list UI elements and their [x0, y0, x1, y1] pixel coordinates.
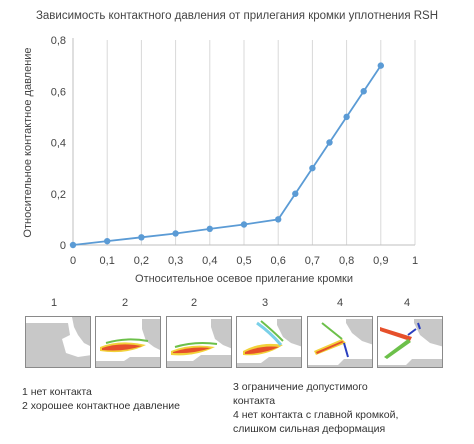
data-point: [69, 241, 77, 249]
seal-illustration: [96, 317, 160, 367]
x-tick-label: 0,2: [134, 255, 149, 267]
x-tick-label: 1: [412, 255, 418, 267]
seal-deformation-panel: [95, 316, 161, 368]
panel-label: 2: [190, 297, 198, 309]
x-tick-label: 0,5: [236, 255, 251, 267]
data-point: [172, 230, 179, 237]
seal-illustration: [26, 317, 90, 367]
panel-label: 4: [403, 297, 411, 309]
data-point: [240, 221, 248, 228]
data-point: [138, 234, 145, 241]
y-tick-label: 0,4: [51, 138, 66, 150]
y-tick-label: 0,6: [51, 86, 66, 98]
x-tick-label: 0,7: [305, 255, 320, 267]
y-axis-label: Относительное контактное давление: [22, 47, 34, 237]
x-tick-label: 0,4: [202, 255, 217, 267]
series-line: [72, 65, 382, 246]
data-point: [292, 190, 299, 197]
panel-label: 4: [336, 297, 344, 309]
data-point: [309, 164, 316, 172]
x-axis-label: Относительное осевое прилегание кромки: [135, 273, 353, 285]
legend-left: 1 нет контакта 2 хорошее контактное давл…: [22, 386, 180, 412]
data-point: [326, 139, 333, 146]
seal-deformation-panel: [236, 316, 302, 368]
legend-right: 3 ограничение допустимого контакта 4 нет…: [233, 381, 399, 435]
chart-title: Зависимость контактного давления от прил…: [35, 10, 439, 22]
x-tick-label: 0,8: [339, 255, 354, 267]
x-tick-label: 0,9: [373, 255, 388, 267]
data-point: [360, 88, 367, 95]
x-tick-label: 0,3: [168, 255, 183, 267]
seal-deformation-panel: [307, 316, 373, 368]
y-tick-label: 0,8: [51, 35, 66, 47]
seal-illustration: [378, 317, 442, 367]
panel-label: 2: [121, 297, 129, 309]
data-point: [275, 216, 282, 223]
chart-plot: 0 0,1 0,2 0,3 0,4 0,5 0,6 0,7 0,8 0,9 1 0 0,2 0,4 0,6 0…: [22, 35, 418, 285]
y-tick-label: 0,2: [51, 189, 66, 201]
panel-label: 1: [50, 297, 58, 309]
y-tick-label: 0: [60, 240, 66, 252]
seal-illustration: [237, 317, 301, 367]
seal-illustration: [167, 317, 231, 367]
seal-deformation-panel: [377, 316, 443, 368]
data-point: [206, 225, 213, 233]
panel-label: 3: [261, 297, 269, 309]
data-point: [104, 237, 111, 245]
seal-illustration: [308, 317, 372, 367]
seal-deformation-panel: [25, 316, 91, 368]
data-point: [377, 62, 384, 69]
seal-deformation-panel: [166, 316, 232, 368]
data-point: [343, 113, 350, 121]
x-tick-label: 0,1: [100, 255, 115, 267]
x-tick-label: 0,6: [271, 255, 286, 267]
x-tick-label: 0: [70, 255, 76, 267]
